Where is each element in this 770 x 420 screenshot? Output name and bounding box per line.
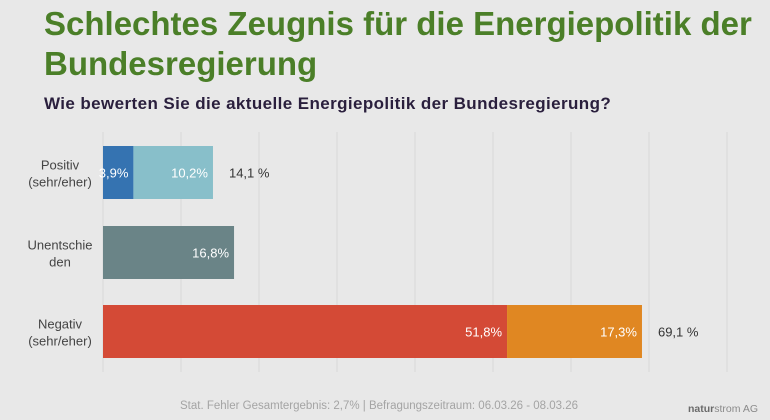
bar-segment: [133, 146, 213, 199]
chart-title: Schlechtes Zeugnis für die Energiepoliti…: [44, 5, 752, 82]
data-label: 17,3%: [600, 325, 637, 340]
bar-chart: Positiv (sehr/eher) 3,9% 10,2% 14,1 % Unentsc…: [27, 132, 728, 372]
brand-logo: naturstrom AG: [688, 403, 758, 415]
total-label: 69,1 %: [658, 325, 699, 340]
brand-rest: strom AG: [714, 403, 758, 415]
brand-bold: natur: [687, 403, 715, 415]
footer-note: Stat. Fehler Gesamtergebnis: 2,7% | Befr…: [180, 400, 579, 412]
bar-segment: [103, 226, 235, 279]
total-label: 14,1 %: [229, 166, 270, 181]
data-label: 3,9%: [99, 166, 129, 181]
category-label: (sehr/eher): [28, 334, 92, 349]
category-label: Negativ: [38, 317, 83, 332]
data-label: 16,8%: [192, 246, 229, 261]
bar-segment: [507, 305, 642, 358]
bar-segment: [103, 305, 508, 358]
category-label: Unentschie: [27, 238, 92, 253]
bar-segment: [103, 146, 134, 199]
category-label: (sehr/eher): [28, 175, 92, 190]
chart-subtitle: Wie bewerten Sie die aktuelle Energiepol…: [44, 94, 612, 113]
data-label: 51,8%: [465, 325, 502, 340]
data-label: 10,2%: [171, 166, 208, 181]
category-label: Positiv: [41, 158, 80, 173]
category-label: den: [49, 255, 71, 270]
